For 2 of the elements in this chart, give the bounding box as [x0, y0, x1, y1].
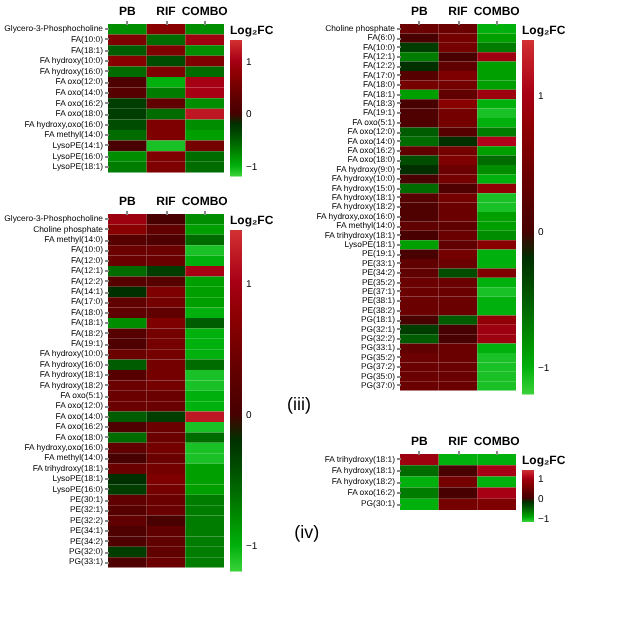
text: (iii) [287, 394, 312, 414]
text: (iv) [294, 522, 320, 542]
